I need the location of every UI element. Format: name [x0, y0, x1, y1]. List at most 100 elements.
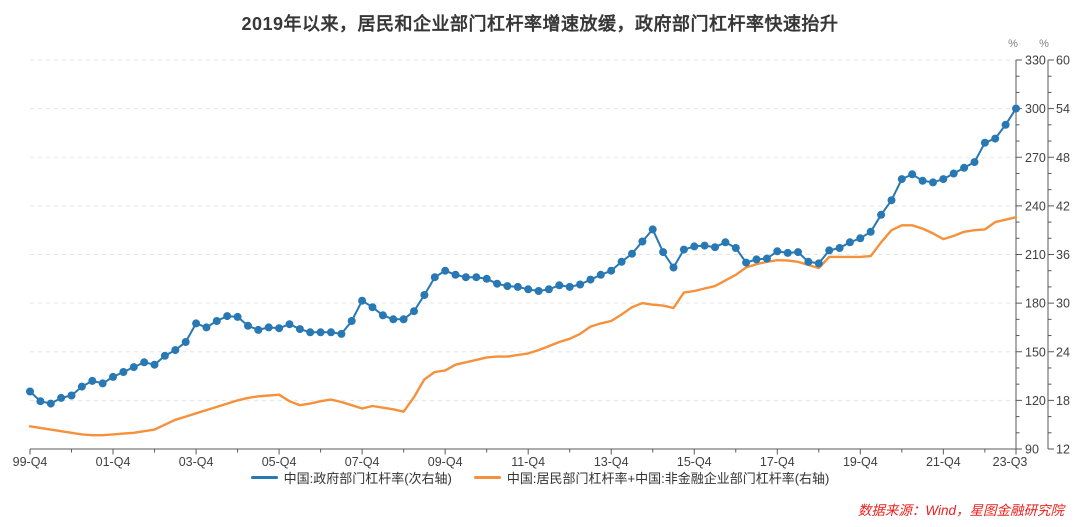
government-data-point-marker	[866, 227, 875, 236]
government-data-point-marker	[223, 312, 232, 321]
government-data-point-marker	[461, 273, 470, 282]
government-data-point-marker	[358, 296, 367, 305]
data-source-note: 数据来源：Wind，星图金融研究院	[857, 503, 1064, 518]
right-inner-axis-tick-label: 90	[1025, 443, 1039, 457]
government-data-point-marker	[929, 178, 937, 187]
right-inner-axis-tick-label: 300	[1025, 102, 1046, 116]
right-inner-axis-tick-label: 150	[1025, 345, 1046, 359]
x-axis-tick-label: 11-Q4	[511, 455, 545, 469]
government-data-point-marker	[181, 338, 190, 346]
government-data-point-marker	[970, 158, 979, 167]
government-data-point-marker	[244, 321, 252, 330]
government-data-point-marker	[129, 363, 138, 372]
government-data-point-marker	[918, 176, 927, 185]
right-outer-axis-tick-label: 42	[1056, 199, 1070, 213]
government-data-point-marker	[555, 281, 564, 290]
government-data-point-marker	[77, 382, 86, 391]
government-data-point-marker	[980, 138, 989, 147]
government-data-point-marker	[773, 247, 782, 256]
government-data-point-marker	[991, 134, 1000, 143]
government-data-point-marker	[524, 285, 533, 294]
government-data-point-marker	[212, 317, 221, 325]
government-data-point-marker	[845, 238, 854, 247]
x-axis-tick-label: 09-Q4	[428, 455, 463, 469]
right-inner-axis-tick-label: 270	[1025, 151, 1046, 165]
legend-swatch-household-corporate-line	[473, 476, 501, 479]
government-data-point-marker	[347, 317, 356, 325]
government-data-point-marker	[711, 243, 719, 252]
government-data-point-marker	[669, 263, 678, 272]
government-data-point-marker	[638, 237, 647, 246]
government-data-point-marker	[721, 238, 730, 247]
government-data-point-marker	[389, 315, 398, 324]
legend-item-government: 中国:政府部门杠杆率(次右轴)	[250, 468, 452, 487]
government-data-point-marker	[264, 323, 273, 332]
government-data-point-marker	[648, 225, 657, 234]
government-data-point-marker	[960, 163, 969, 172]
government-data-point-marker	[150, 360, 159, 369]
right-inner-axis-tick-label: 210	[1025, 248, 1046, 262]
right-outer-axis-tick-label: 36	[1056, 248, 1070, 262]
government-data-point-marker	[327, 328, 335, 337]
government-data-point-marker	[565, 282, 574, 291]
government-data-point-marker	[202, 323, 211, 332]
right-outer-axis-tick-label: 54	[1056, 102, 1070, 116]
government-data-point-marker	[690, 242, 699, 251]
right-inner-axis-unit-label: %	[1008, 38, 1018, 50]
right-inner-axis-tick-label: 180	[1025, 297, 1046, 311]
government-data-point-marker	[26, 387, 34, 396]
government-data-point-marker	[420, 291, 429, 299]
government-data-point-marker	[731, 244, 740, 252]
x-axis-tick-label: 99-Q4	[13, 455, 48, 469]
government-data-point-marker	[275, 324, 284, 333]
government-data-point-marker	[119, 368, 128, 376]
government-data-point-marker	[856, 234, 865, 243]
government-data-point-marker	[617, 257, 626, 266]
government-data-point-marker	[46, 399, 55, 408]
right-outer-axis-tick-label: 48	[1056, 151, 1070, 165]
government-data-point-marker	[254, 325, 263, 334]
chart-title: 2019年以来，居民和企业部门杠杆率增速放缓，政府部门杠杆率快速抬升	[241, 14, 839, 34]
x-axis-tick-label: 21-Q4	[926, 455, 961, 469]
government-data-point-marker	[140, 358, 149, 367]
right-inner-axis-tick-label: 330	[1025, 54, 1046, 68]
x-axis-tick-label: 05-Q4	[262, 455, 297, 469]
government-data-point-marker	[939, 175, 948, 184]
government-data-point-marker	[98, 379, 107, 388]
legend-item-household-corporate: 中国:居民部门杠杆率+中国:非金融企业部门杠杆率(右轴)	[473, 468, 829, 487]
government-data-point-marker	[472, 273, 481, 282]
government-data-point-marker	[877, 210, 886, 219]
government-data-point-marker	[171, 346, 180, 355]
right-outer-axis-tick-label: 18	[1056, 394, 1070, 408]
government-data-point-marker	[887, 196, 896, 205]
government-data-point-marker	[451, 270, 460, 279]
government-data-point-marker	[295, 325, 304, 334]
government-data-point-marker	[57, 393, 66, 402]
government-data-point-marker	[586, 275, 595, 284]
right-outer-axis-tick-label: 30	[1056, 297, 1070, 311]
government-data-point-marker	[1001, 120, 1010, 129]
x-axis-tick-label: 17-Q4	[760, 455, 795, 469]
government-data-point-marker	[534, 287, 543, 295]
government-data-point-marker	[233, 312, 242, 321]
government-data-point-marker	[1012, 104, 1020, 113]
government-data-point-marker	[368, 303, 377, 312]
government-data-point-marker	[596, 270, 605, 279]
right-outer-axis-tick-label: 60	[1056, 54, 1070, 68]
x-axis-tick-label: 07-Q4	[345, 455, 380, 469]
government-data-point-marker	[679, 245, 688, 254]
government-data-point-marker	[36, 397, 45, 406]
government-data-point-marker	[742, 258, 751, 267]
government-data-point-marker	[160, 351, 169, 360]
government-data-point-marker	[576, 280, 585, 289]
chart-legend: 中国:政府部门杠杆率(次右轴) 中国:居民部门杠杆率+中国:非金融企业部门杠杆率…	[0, 468, 1080, 487]
x-axis-tick-label: 03-Q4	[179, 455, 214, 469]
legend-label-government: 中国:政府部门杠杆率(次右轴)	[283, 471, 452, 486]
government-data-point-marker	[306, 328, 315, 337]
government-data-point-marker	[67, 391, 76, 400]
government-data-point-marker	[399, 315, 408, 324]
government-data-point-marker	[410, 307, 418, 316]
right-outer-axis-tick-label: 12	[1056, 443, 1070, 457]
